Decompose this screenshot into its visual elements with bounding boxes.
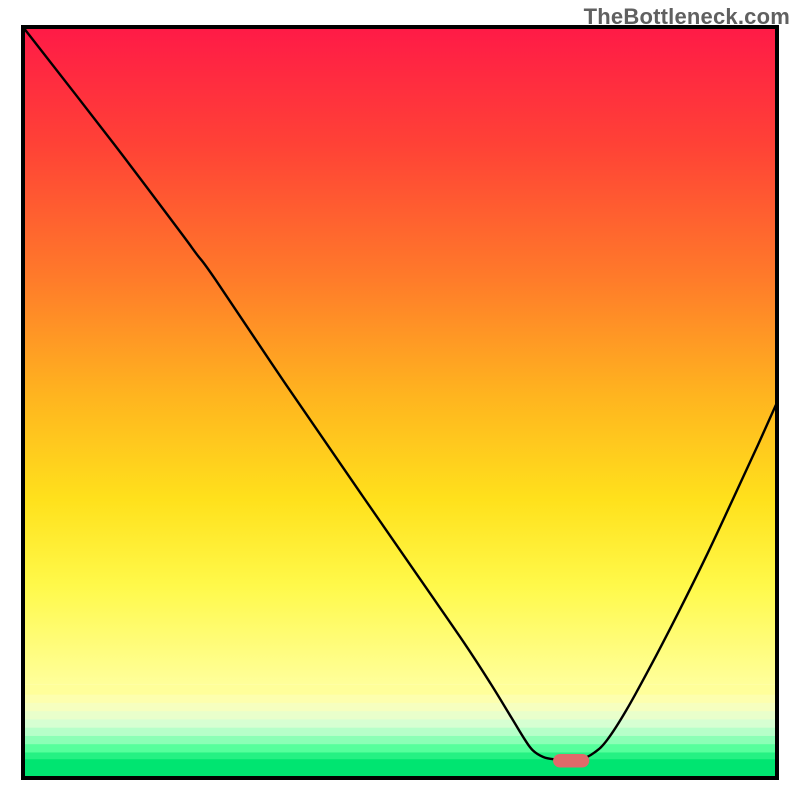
bottleneck-chart bbox=[0, 0, 800, 800]
watermark-label: TheBottleneck.com bbox=[584, 4, 790, 30]
chart-wrapper: TheBottleneck.com bbox=[0, 0, 800, 800]
optimal-marker bbox=[553, 754, 589, 768]
